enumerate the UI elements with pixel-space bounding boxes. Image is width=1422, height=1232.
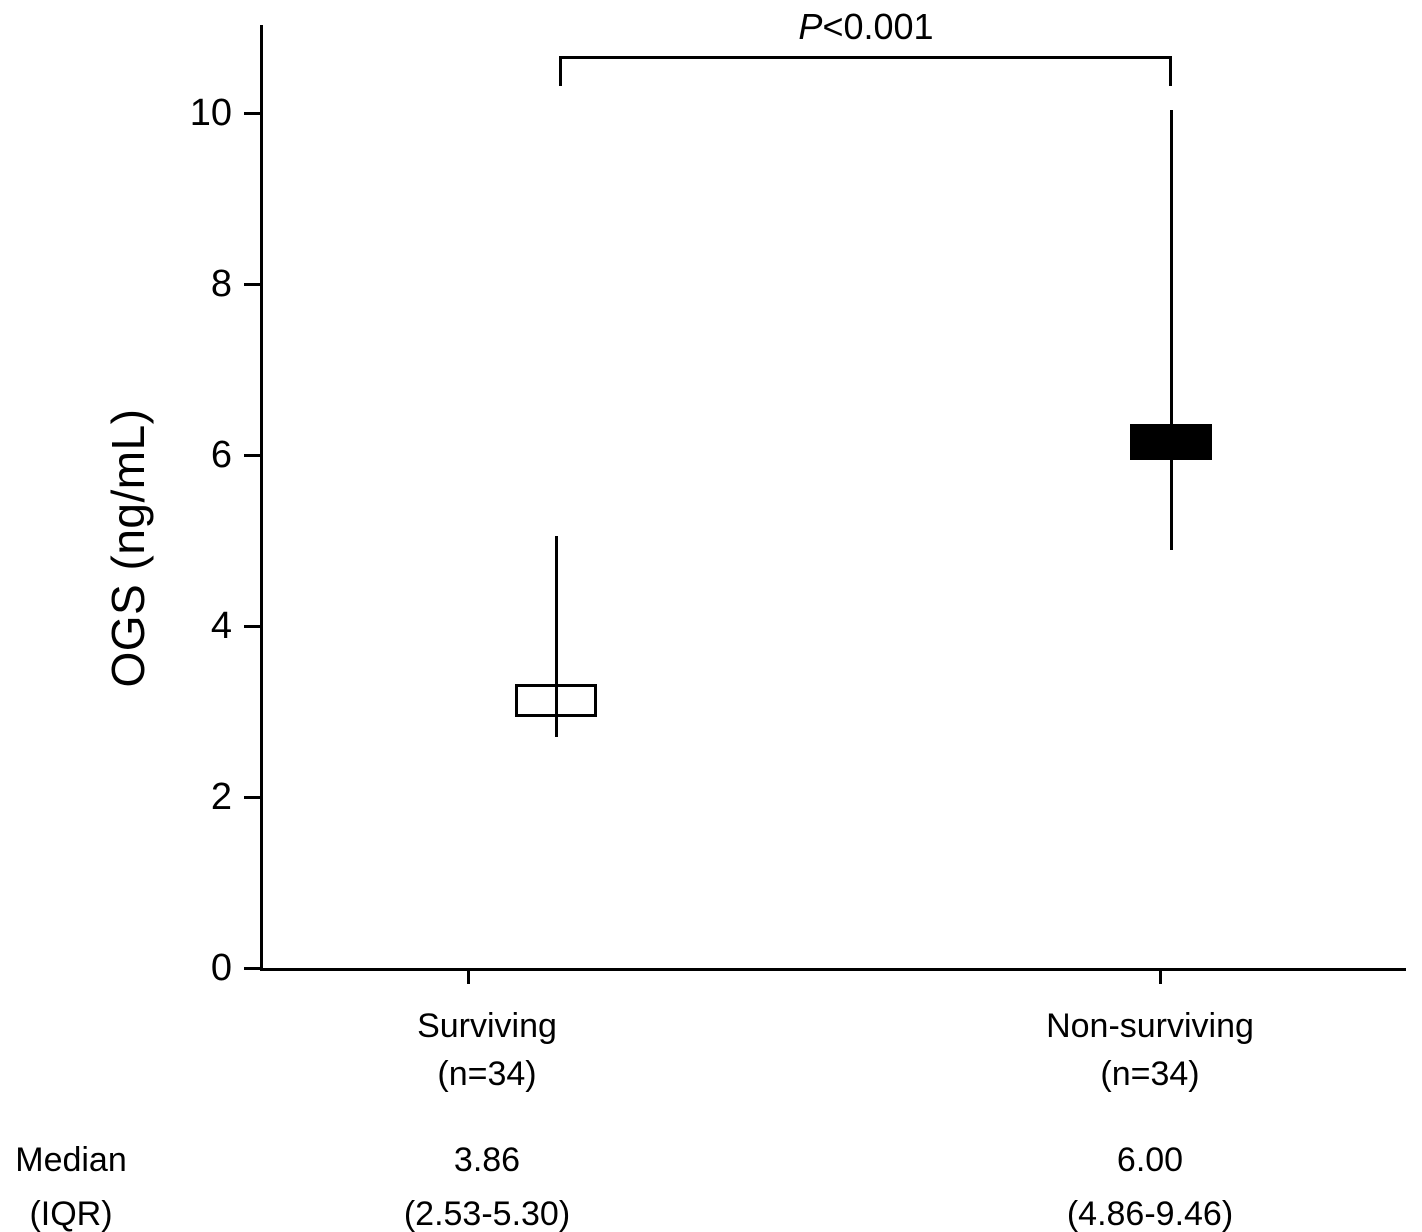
group-label-non-surviving: Non-surviving (n=34) xyxy=(1046,1002,1254,1098)
surviving-median-value: 3.86 xyxy=(453,1141,521,1179)
y-tick-label: 8 xyxy=(210,263,232,305)
non-surviving-median-value: 6.00 xyxy=(1116,1141,1184,1179)
whisker-line xyxy=(1169,110,1173,550)
y-tick-mark xyxy=(244,624,260,628)
y-axis-line xyxy=(260,25,263,971)
group-name: Non-surviving xyxy=(1046,1007,1254,1045)
y-tick-mark xyxy=(244,111,260,115)
y-tick-mark xyxy=(244,966,260,970)
p-comparison: <0.001 xyxy=(822,6,934,47)
y-tick-mark xyxy=(244,795,260,799)
y-tick-mark xyxy=(244,453,260,457)
y-tick-label: 2 xyxy=(210,776,232,818)
significance-bracket-bar xyxy=(559,56,1172,59)
group-n: (n=34) xyxy=(1100,1055,1200,1093)
stats-row-label-iqr: (IQR) xyxy=(29,1195,113,1232)
p-symbol: P xyxy=(798,6,823,47)
x-axis-line xyxy=(260,968,1406,971)
whisker-line xyxy=(554,536,558,738)
group-name: Surviving xyxy=(417,1007,557,1045)
x-tick-mark xyxy=(466,971,470,984)
group-n: (n=34) xyxy=(437,1055,537,1093)
significance-bracket-left-end xyxy=(559,56,562,86)
significance-bracket-right-end xyxy=(1169,56,1172,86)
stats-row-label-median: Median xyxy=(15,1141,127,1179)
x-tick-mark xyxy=(1158,971,1162,984)
y-tick-label: 4 xyxy=(210,605,232,647)
non-surviving-iqr-value: (4.86-9.46) xyxy=(1066,1195,1234,1232)
surviving-iqr-value: (2.53-5.30) xyxy=(403,1195,571,1232)
y-tick-mark xyxy=(244,282,260,286)
y-tick-label: 10 xyxy=(189,92,232,134)
group-label-surviving: Surviving (n=34) xyxy=(417,1002,557,1098)
p-value-label: P<0.001 xyxy=(798,6,933,48)
y-tick-label: 6 xyxy=(210,434,232,476)
y-tick-label: 0 xyxy=(210,947,232,989)
